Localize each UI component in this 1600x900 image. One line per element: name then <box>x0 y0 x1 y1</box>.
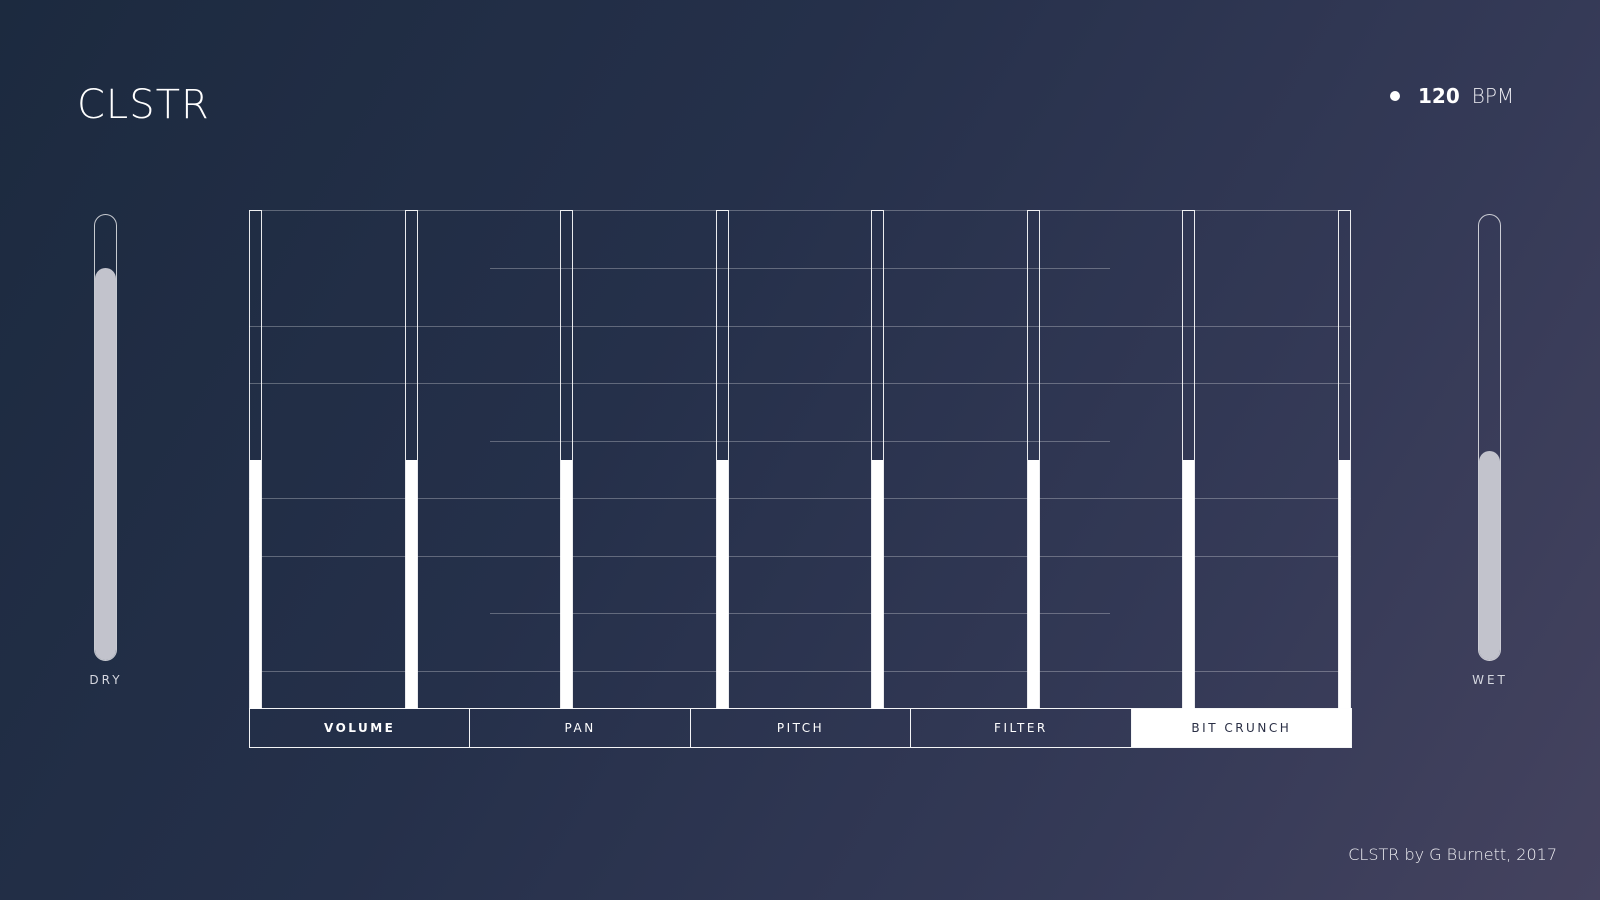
footer-credit: CLSTR by G Burnett, 2017 <box>1348 845 1557 864</box>
tab-volume[interactable]: VOLUME <box>250 709 471 747</box>
step-fader-fill <box>1339 459 1350 708</box>
step-fader[interactable] <box>249 210 262 709</box>
tab-pitch[interactable]: PITCH <box>691 709 912 747</box>
step-fader[interactable] <box>871 210 884 709</box>
grid-line <box>249 326 1351 327</box>
grid-line <box>490 441 1110 442</box>
grid-line <box>249 210 1351 211</box>
dry-label: DRY <box>89 673 123 687</box>
wet-slider[interactable] <box>1478 214 1501 661</box>
step-fader[interactable] <box>405 210 418 709</box>
step-fader-fill <box>872 459 883 708</box>
step-fader[interactable] <box>1027 210 1040 709</box>
step-fader[interactable] <box>1338 210 1351 709</box>
tempo-display[interactable]: 120 BPM <box>1390 82 1514 110</box>
wet-label: WET <box>1472 673 1508 687</box>
grid-line <box>249 556 1351 557</box>
step-fader-fill <box>250 459 261 708</box>
dry-slider[interactable] <box>94 214 117 661</box>
grid-line <box>490 268 1110 269</box>
tempo-indicator-icon <box>1390 91 1400 101</box>
step-fader[interactable] <box>1182 210 1195 709</box>
step-fader-fill <box>1028 459 1039 708</box>
dry-slider-fill <box>95 268 116 660</box>
step-sequencer <box>249 210 1351 709</box>
wet-slider-fill <box>1479 450 1500 660</box>
step-fader-fill <box>1183 459 1194 708</box>
grid-line <box>249 498 1351 499</box>
step-fader[interactable] <box>716 210 729 709</box>
step-fader-fill <box>561 459 572 708</box>
tempo-value: 120 <box>1418 84 1460 108</box>
grid-line <box>249 383 1351 384</box>
step-fader[interactable] <box>560 210 573 709</box>
tab-bit-crunch[interactable]: BIT CRUNCH <box>1131 709 1352 747</box>
parameter-tabs: VOLUME PAN PITCH FILTER BIT CRUNCH <box>249 708 1352 748</box>
tab-pan[interactable]: PAN <box>470 709 691 747</box>
grid-line <box>490 613 1110 614</box>
step-fader-fill <box>406 459 417 708</box>
tempo-unit: BPM <box>1471 84 1515 108</box>
grid-line <box>249 671 1351 672</box>
tab-filter[interactable]: FILTER <box>911 709 1132 747</box>
app-title: CLSTR <box>77 82 210 128</box>
step-fader-fill <box>717 459 728 708</box>
